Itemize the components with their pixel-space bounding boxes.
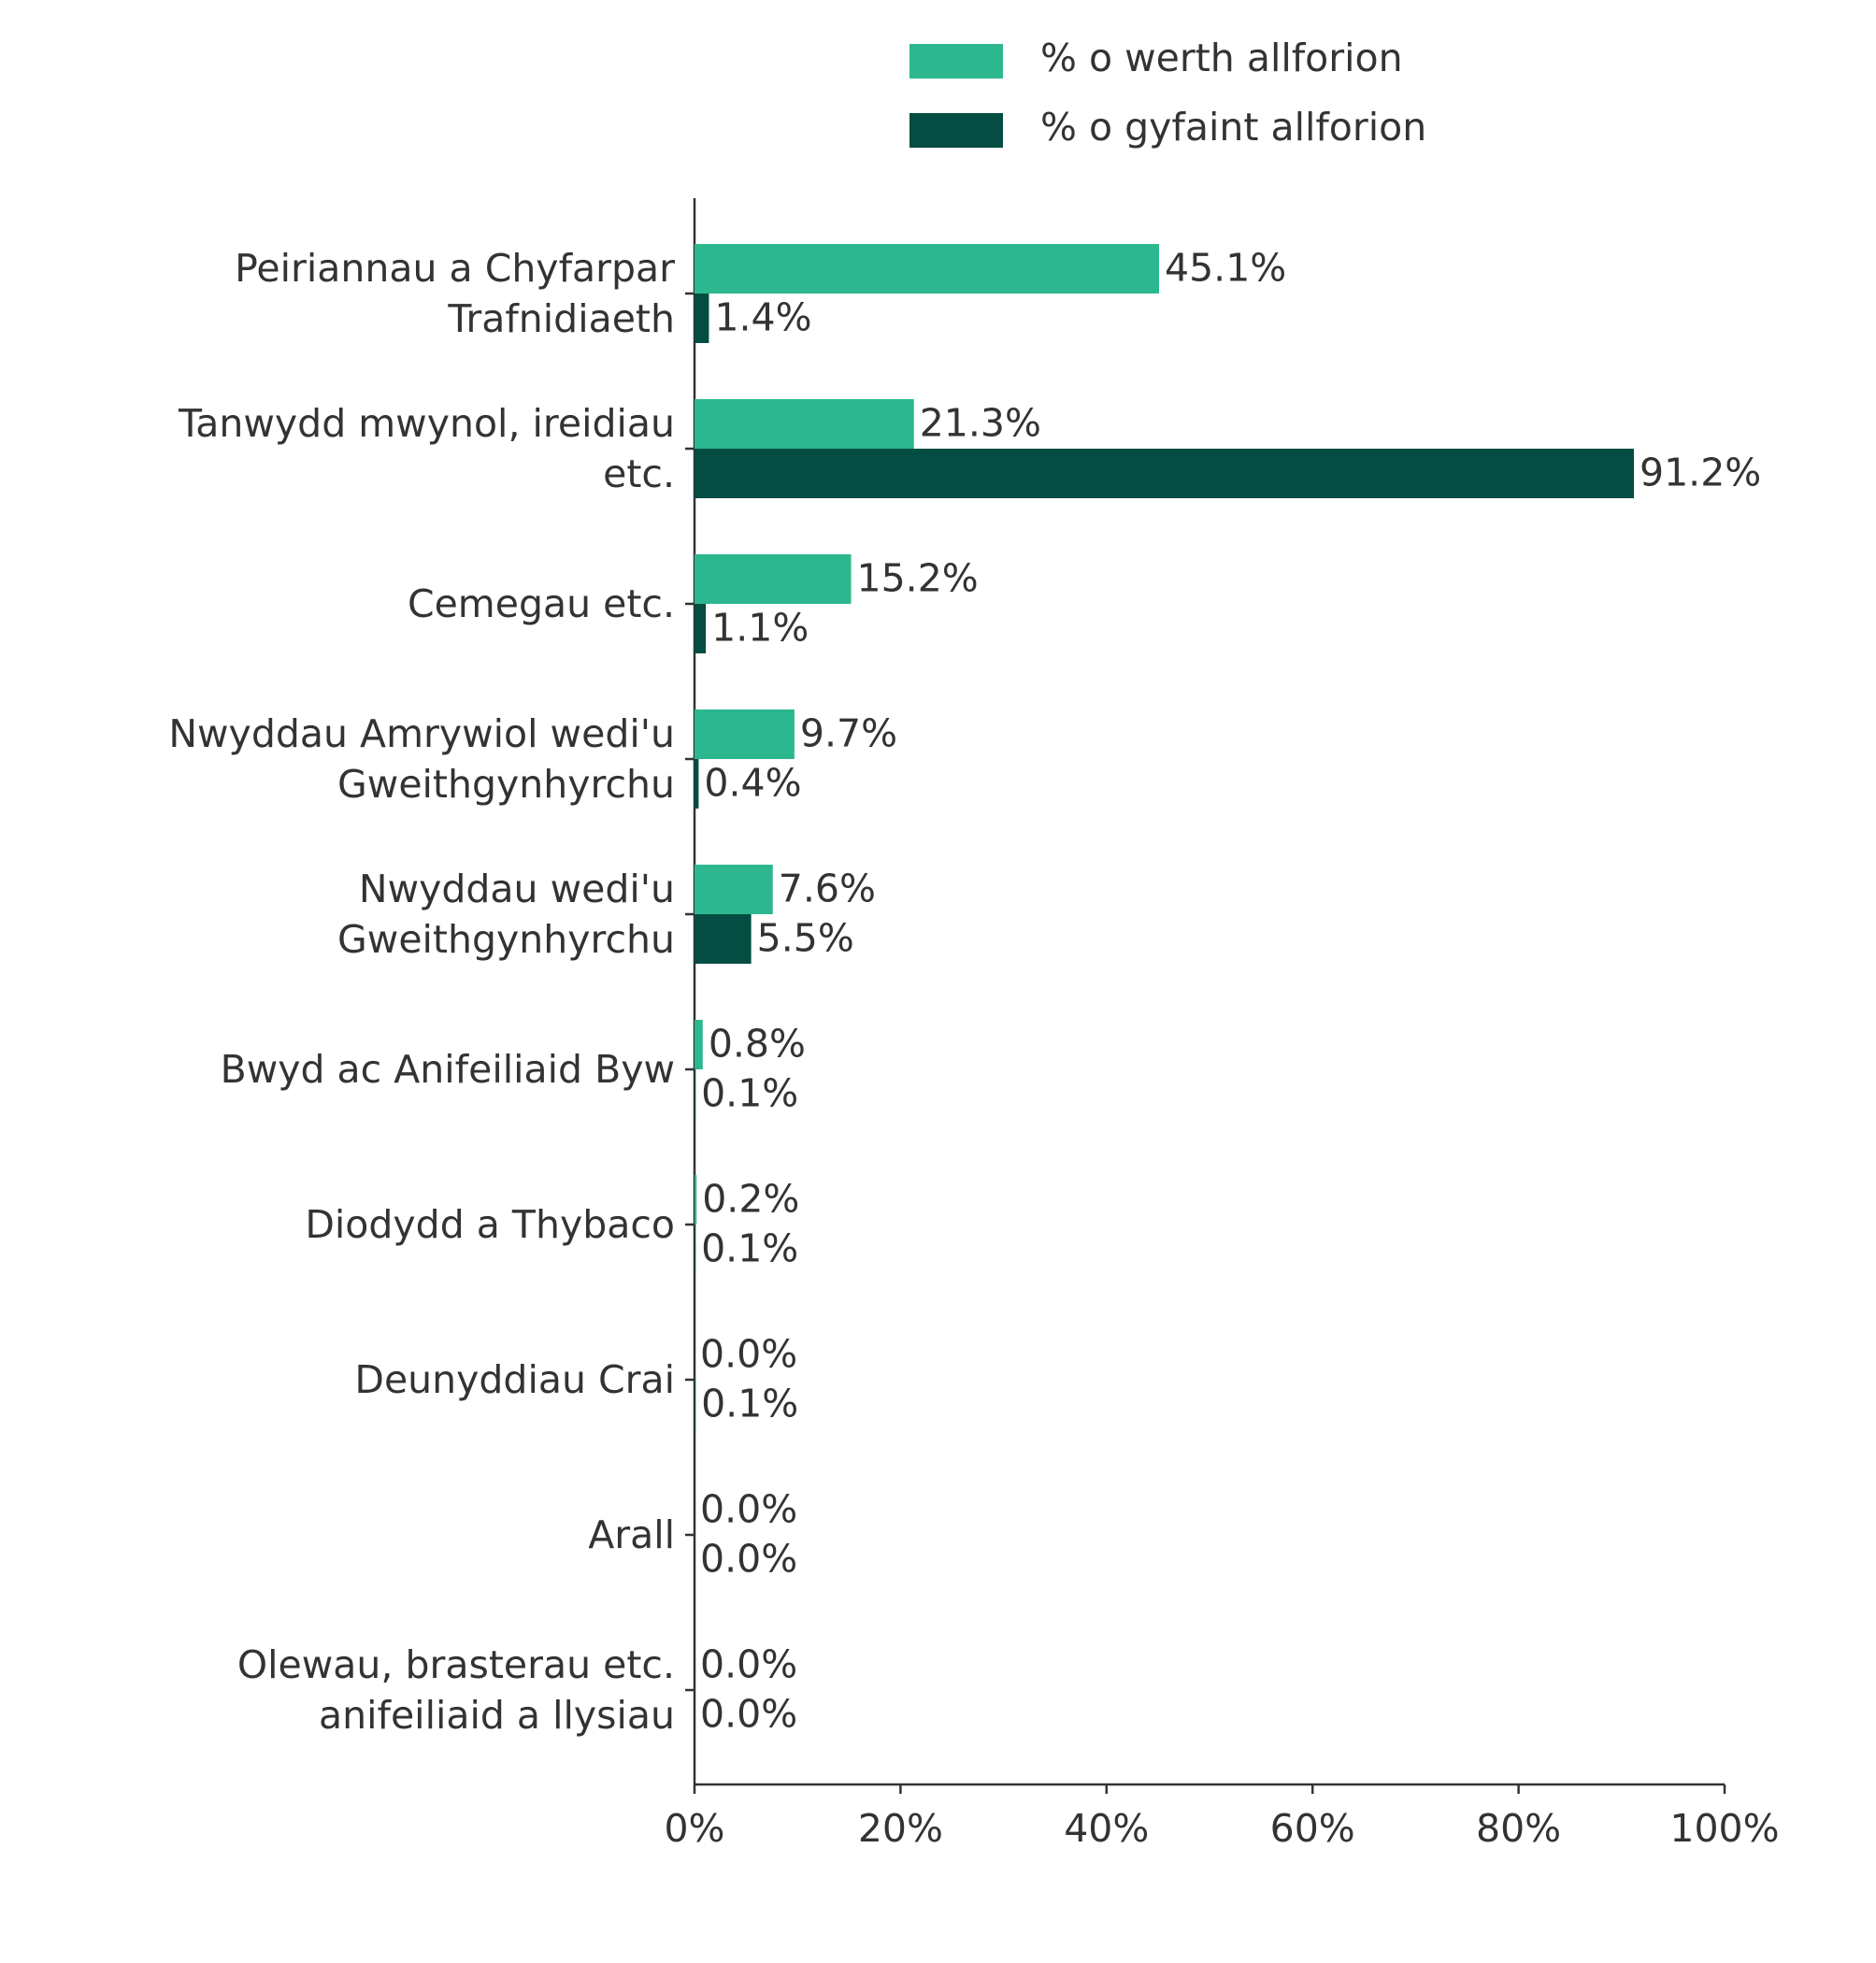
x-tick-label: 20% [858,1806,943,1851]
x-tick-label: 60% [1270,1806,1355,1851]
bar [695,244,1160,294]
x-tick-label: 100% [1669,1806,1779,1851]
value-label: 0.0% [700,1692,797,1737]
value-label: 21.3% [920,401,1041,446]
value-label: 0.0% [700,1537,797,1582]
bar [695,759,699,809]
bar [695,554,852,604]
bar [695,604,707,653]
y-tick-label: Peiriannau a Chyfarpar Trafnidiaeth [235,246,675,341]
value-label: 91.2% [1640,451,1761,495]
value-label: 0.2% [702,1177,799,1222]
y-tick-label: Nwyddau wedi'u Gweithgynhyrchu [337,867,675,962]
value-label: 0.1% [701,1382,798,1426]
value-label: 0.0% [700,1487,797,1532]
legend-label: % o gyfaint allforion [1040,105,1426,150]
value-label: 7.6% [779,867,876,911]
value-label: 0.4% [704,761,801,806]
y-tick-label: Diodydd a Thybaco [305,1202,675,1247]
y-tick-label: Nwyddau Amrywiol wedi'u Gweithgynhyrchu [168,711,675,807]
bar [695,399,914,449]
legend-label: % o werth allforion [1040,36,1403,80]
value-label: 15.2% [857,556,979,601]
legend-swatch [909,113,1003,148]
x-tick-label: 40% [1064,1806,1149,1851]
bar [695,1175,697,1225]
bar [695,709,795,759]
bar [695,865,773,914]
y-tick-label: Bwyd ac Anifeiliaid Byw [220,1047,675,1092]
bar [695,294,709,343]
legend-swatch [909,44,1003,79]
value-label: 0.1% [701,1071,798,1116]
value-label: 1.4% [714,295,811,340]
x-tick-label: 0% [664,1806,724,1851]
bar [695,449,1635,498]
value-label: 9.7% [800,711,897,756]
y-tick-label: Tanwydd mwynol, ireidiau etc. [179,401,675,496]
bar [695,914,752,964]
bar [695,1020,703,1069]
value-label: 5.5% [757,916,854,961]
x-tick-label: 80% [1476,1806,1561,1851]
y-tick-label: Cemegau etc. [407,581,675,626]
value-label: 0.8% [709,1022,806,1067]
value-label: 0.1% [701,1226,798,1271]
value-label: 0.0% [700,1642,797,1687]
value-label: 45.1% [1165,246,1286,291]
value-label: 0.0% [700,1332,797,1377]
y-tick-label: Deunyddiau Crai [354,1357,675,1402]
y-tick-label: Arall [588,1512,675,1557]
value-label: 1.1% [711,606,809,651]
y-tick-label: Olewau, brasterau etc. anifeiliaid a lly… [236,1642,675,1738]
